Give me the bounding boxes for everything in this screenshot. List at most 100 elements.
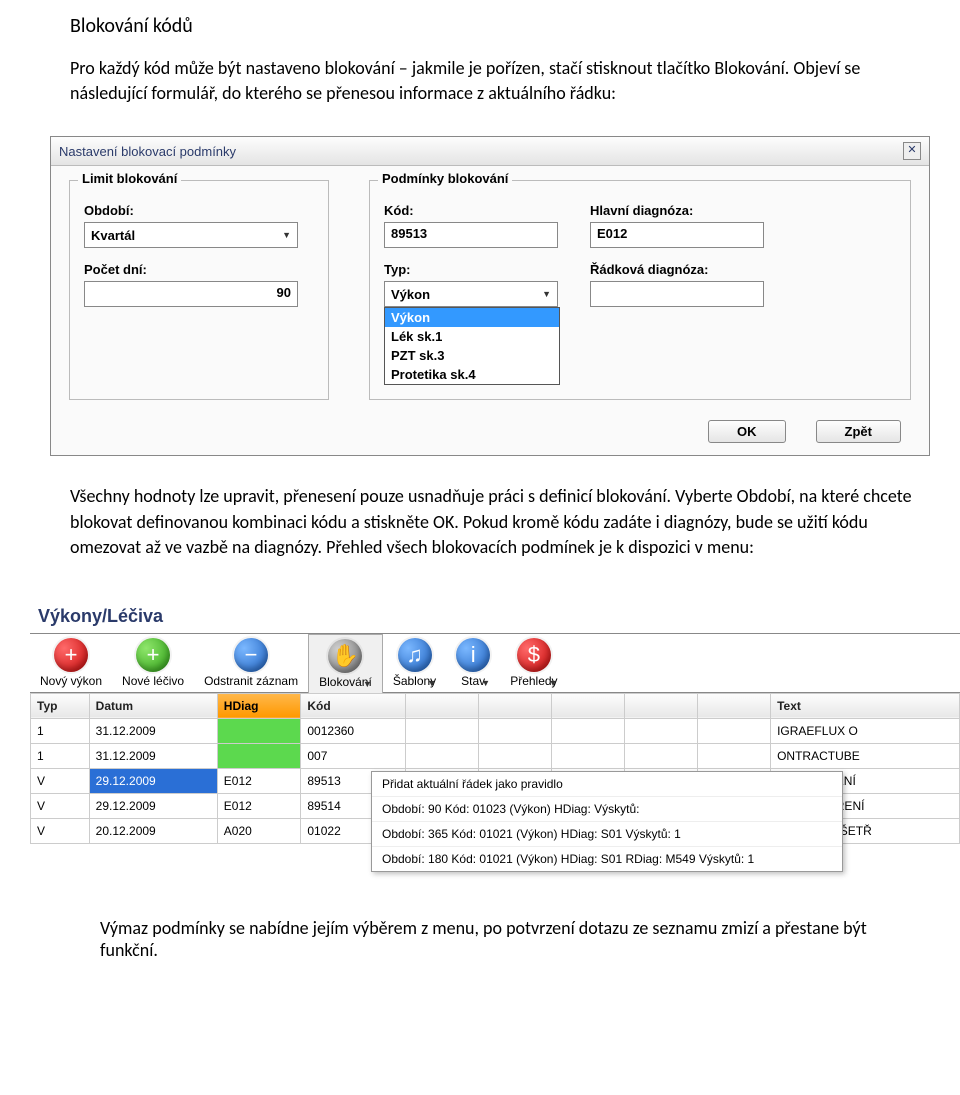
cell: IGRAEFLUX O [771,718,960,743]
chevron-down-icon: ▼ [549,678,558,688]
chevron-down-icon: ▼ [363,679,372,689]
cell: 007 [301,743,406,768]
table-row[interactable]: 131.12.2009 007 ONTRACTUBE [31,743,960,768]
cell: 1 [31,743,90,768]
period-select[interactable]: Kvartál ▼ [84,222,298,248]
code-input[interactable]: 89513 [384,222,558,248]
type-label: Typ: [384,262,560,277]
column-header[interactable]: Typ [31,693,90,718]
column-header[interactable] [406,693,479,718]
chevron-down-icon: ▼ [542,289,551,299]
maindiag-label: Hlavní diagnóza: [590,203,764,218]
column-header[interactable]: Text [771,693,960,718]
chevron-down-icon: ▼ [481,678,490,688]
blocking-dialog: Nastavení blokovací podmínky ✕ Limit blo… [50,136,930,456]
type-dropdown: Výkon Lék sk.1 PZT sk.3 Protetika sk.4 [384,307,560,385]
table-row[interactable]: 131.12.2009 0012360 IGRAEFLUX O [31,718,960,743]
column-header[interactable]: HDiag [217,693,301,718]
cell [406,743,479,768]
cell: 0012360 [301,718,406,743]
cell [625,718,698,743]
sablony-icon: ♫ [398,638,432,672]
days-label: Počet dní: [84,262,314,277]
cell: V [31,818,90,843]
cell [698,718,771,743]
cell [698,743,771,768]
dialog-title: Nastavení blokovací podmínky [59,144,236,159]
cell: 29.12.2009 [89,793,217,818]
menu-item[interactable]: Období: 365 Kód: 01021 (Výkon) HDiag: S0… [372,821,842,846]
cell: 31.12.2009 [89,718,217,743]
group-limit-title: Limit blokování [78,171,181,186]
cell [552,718,625,743]
cell: ONTRACTUBE [771,743,960,768]
blocking-menu: Přidat aktuální řádek jako pravidloObdob… [371,771,843,872]
maindiag-input[interactable]: E012 [590,222,764,248]
close-icon[interactable]: ✕ [903,142,921,160]
type-option[interactable]: Protetika sk.4 [385,365,559,384]
chevron-down-icon: ▼ [282,230,291,240]
blokovani-icon: ✋ [328,639,362,673]
toolbar-item-label: Nový výkon [40,674,102,688]
toolbar-sablony[interactable]: ♫Šablony▼ [383,634,446,692]
type-option[interactable]: Výkon [385,308,559,327]
cell: E012 [217,768,301,793]
cell [479,718,552,743]
toolbar-blokovani[interactable]: ✋Blokování▼ [308,634,383,693]
cell: V [31,793,90,818]
toolbar-item-label: Odstranit záznam [204,674,298,688]
toolbar-nove-lecivo[interactable]: + Nové léčivo [112,634,194,692]
cell [217,718,301,743]
toolbar-novy-vykon[interactable]: + Nový výkon [30,634,112,692]
column-header[interactable]: Kód [301,693,406,718]
menu-item[interactable]: Období: 180 Kód: 01021 (Výkon) HDiag: S0… [372,846,842,871]
novy-vykon-icon: + [54,638,88,672]
column-header[interactable] [479,693,552,718]
cell [479,743,552,768]
ok-button[interactable]: OK [708,420,786,443]
back-button[interactable]: Zpět [816,420,901,443]
cell: V [31,768,90,793]
nove-lecivo-icon: + [136,638,170,672]
column-header[interactable] [698,693,771,718]
cell [217,743,301,768]
stav-icon: i [456,638,490,672]
column-header[interactable] [625,693,698,718]
linediag-label: Řádková diagnóza: [590,262,764,277]
period-value: Kvartál [91,228,135,243]
column-header[interactable]: Datum [89,693,217,718]
page-title: Blokování kódů [70,14,920,38]
type-option[interactable]: PZT sk.3 [385,346,559,365]
linediag-input[interactable] [590,281,764,307]
toolbar-item-label: Nové léčivo [122,674,184,688]
type-value: Výkon [391,287,430,302]
days-input[interactable]: 90 [84,281,298,307]
odstranit-icon: − [234,638,268,672]
group-cond-title: Podmínky blokování [378,171,512,186]
chevron-down-icon: ▼ [427,678,436,688]
type-select[interactable]: Výkon ▼ [384,281,558,307]
cell [552,743,625,768]
type-option[interactable]: Lék sk.1 [385,327,559,346]
menu-item[interactable]: Období: 90 Kód: 01023 (Výkon) HDiag: Výs… [372,796,842,821]
cell: 1 [31,718,90,743]
paragraph-3: Výmaz podmínky se nabídne jejím výběrem … [100,917,920,961]
menu-item[interactable]: Přidat aktuální řádek jako pravidlo [372,772,842,796]
toolbar-prehledy[interactable]: $Přehledy▼ [500,634,567,692]
code-label: Kód: [384,203,560,218]
paragraph-2: Všechny hodnoty lze upravit, přenesení p… [70,484,920,560]
toolbar: + Nový výkon + Nové léčivo − Odstranit záznam… [30,634,960,693]
toolbar-odstranit[interactable]: − Odstranit záznam [194,634,308,692]
column-header[interactable] [552,693,625,718]
prehledy-icon: $ [517,638,551,672]
cell: E012 [217,793,301,818]
period-label: Období: [84,203,314,218]
cell [406,718,479,743]
cell [625,743,698,768]
section-title: Výkony/Léčiva [30,600,960,634]
toolbar-stav[interactable]: iStav▼ [446,634,500,692]
cell: 29.12.2009 [89,768,217,793]
cell: 31.12.2009 [89,743,217,768]
paragraph-1: Pro každý kód může být nastaveno bloková… [70,56,920,106]
cell: 20.12.2009 [89,818,217,843]
